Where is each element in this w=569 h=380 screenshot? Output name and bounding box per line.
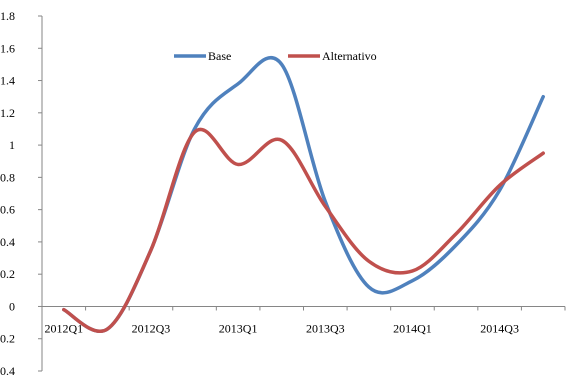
- y-tick-label: 1: [9, 138, 15, 152]
- y-tick-label: 1.2: [0, 106, 15, 120]
- x-tick-label: 2014Q3: [480, 321, 519, 335]
- legend-label-alternativo: Alternativo: [322, 49, 377, 63]
- series-lines: [62, 55, 545, 333]
- y-tick-label: 0.8: [0, 170, 15, 184]
- y-tick-label: 0.4: [0, 235, 15, 249]
- x-tick-label: 2012Q1: [44, 321, 83, 335]
- x-ticks: 2012Q1 2012Q3 2013Q1 2013Q3 2014Q1 2014Q3: [41, 306, 566, 335]
- y-tick-label: 1.6: [0, 41, 15, 55]
- series-line-alternativo: [62, 127, 545, 333]
- x-tick-label: 2013Q1: [219, 321, 258, 335]
- y-ticks: -0.4 -0.2 0 0.2 0.4 0.6 0.8 1 1.2 1.4 1.6 1.8: [0, 9, 42, 378]
- x-tick-label: 2014Q1: [393, 321, 432, 335]
- y-tick-label: -0.4: [0, 364, 15, 378]
- y-tick-label: 0: [9, 299, 15, 313]
- x-tick-label: 2012Q3: [132, 321, 171, 335]
- y-tick-label: 1.4: [0, 74, 15, 88]
- legend: Base Alternativo: [174, 49, 377, 63]
- legend-label-base: Base: [208, 49, 231, 63]
- y-tick-label: -0.2: [0, 332, 15, 346]
- y-tick-label: 0.2: [0, 267, 15, 281]
- y-tick-label: 0.6: [0, 203, 15, 217]
- series-line-base: [62, 55, 545, 333]
- y-tick-label: 1.8: [0, 9, 15, 23]
- x-tick-label: 2013Q3: [306, 321, 345, 335]
